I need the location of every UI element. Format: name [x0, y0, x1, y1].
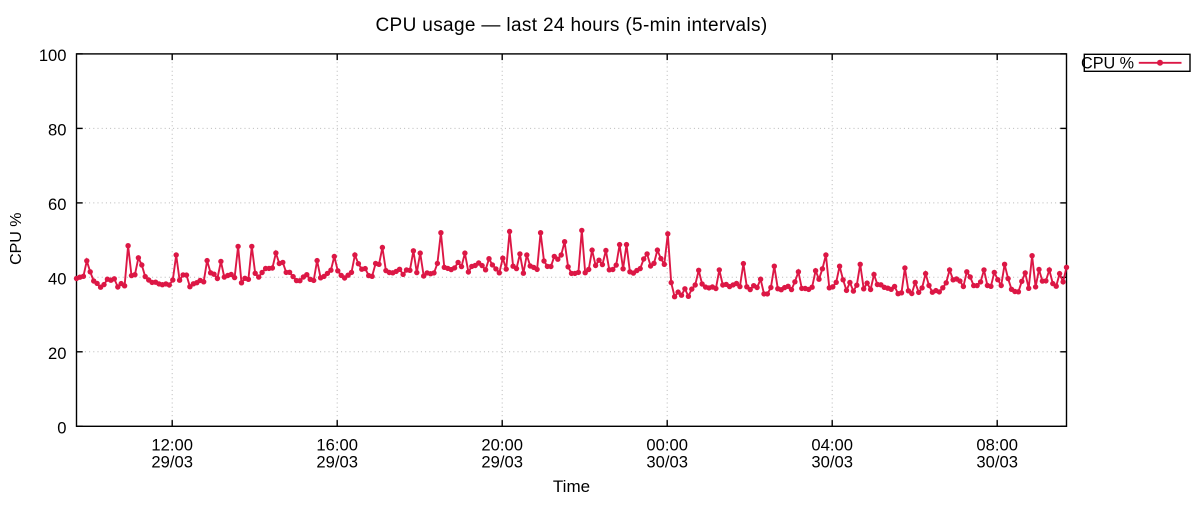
- svg-text:16:00: 16:00: [316, 435, 358, 454]
- svg-text:12:00: 12:00: [151, 435, 193, 454]
- svg-text:100: 100: [39, 46, 67, 65]
- svg-text:CPU %: CPU %: [8, 212, 25, 264]
- svg-text:29/03: 29/03: [481, 452, 523, 471]
- svg-text:80: 80: [48, 121, 66, 140]
- svg-text:40: 40: [48, 270, 66, 289]
- svg-text:30/03: 30/03: [646, 452, 688, 471]
- svg-text:60: 60: [48, 195, 66, 214]
- svg-text:29/03: 29/03: [316, 452, 358, 471]
- svg-text:30/03: 30/03: [976, 452, 1018, 471]
- svg-text:CPU %: CPU %: [1081, 54, 1134, 72]
- svg-text:30/03: 30/03: [811, 452, 853, 471]
- svg-text:04:00: 04:00: [811, 435, 853, 454]
- svg-text:00:00: 00:00: [646, 435, 688, 454]
- svg-text:08:00: 08:00: [976, 435, 1018, 454]
- svg-text:20: 20: [48, 344, 66, 363]
- svg-text:20:00: 20:00: [481, 435, 523, 454]
- svg-text:0: 0: [57, 419, 66, 438]
- svg-text:CPU usage — last 24 hours (5-m: CPU usage — last 24 hours (5-min interva…: [375, 15, 767, 36]
- svg-text:29/03: 29/03: [151, 452, 193, 471]
- svg-text:Time: Time: [553, 477, 590, 496]
